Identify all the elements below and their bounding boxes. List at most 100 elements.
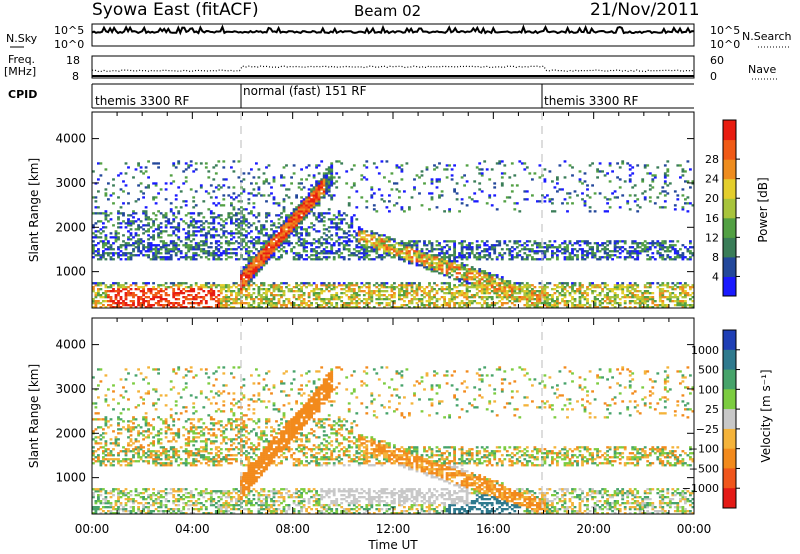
power-cell	[320, 282, 324, 285]
power-cell	[312, 212, 316, 215]
power-cell	[468, 302, 471, 305]
power-cell	[551, 246, 554, 249]
power-cell	[450, 288, 454, 291]
power-cell	[169, 210, 173, 213]
power-cell	[611, 304, 614, 307]
power-cell	[300, 242, 303, 245]
power-cell	[182, 300, 186, 303]
power-cell	[187, 286, 191, 289]
power-cell	[415, 248, 419, 251]
power-cell	[460, 240, 464, 243]
velocity-cell	[92, 512, 95, 515]
power-cell	[510, 162, 514, 165]
power-cell	[403, 292, 406, 295]
power-cell	[385, 286, 389, 289]
power-cell	[235, 220, 238, 223]
power-cell	[543, 196, 547, 199]
power-cell	[543, 252, 547, 255]
power-cell	[638, 290, 642, 293]
power-cell	[187, 164, 191, 167]
power-cell	[232, 290, 236, 293]
velocity-cell	[102, 462, 105, 465]
power-cell	[493, 182, 497, 185]
power-cell	[335, 172, 339, 175]
power-cell	[219, 214, 223, 217]
power-cell	[267, 256, 271, 259]
power-cell	[97, 178, 100, 181]
power-cell	[480, 256, 484, 259]
power-cell	[365, 160, 369, 163]
power-cell	[370, 232, 374, 235]
power-cell	[380, 284, 384, 287]
power-cell	[478, 256, 482, 259]
power-cell	[330, 298, 334, 301]
power-cell	[260, 296, 263, 299]
power-cell	[242, 286, 246, 289]
power-cell	[132, 292, 135, 295]
power-cell	[571, 298, 574, 301]
power-cell	[453, 268, 456, 271]
power-cell	[453, 278, 456, 281]
power-cell	[222, 304, 226, 307]
power-cell	[408, 300, 411, 303]
power-cell	[137, 162, 140, 165]
power-cell	[209, 288, 213, 291]
velocity-cell	[92, 446, 95, 449]
power-cell	[420, 248, 424, 251]
power-cell	[207, 290, 211, 293]
power-cell	[536, 250, 539, 253]
power-cell	[312, 186, 316, 189]
power-cell	[596, 244, 599, 247]
power-cell	[182, 228, 186, 231]
power-cell	[207, 226, 211, 229]
power-cell	[112, 248, 115, 251]
power-cell	[370, 298, 374, 301]
power-cell	[643, 286, 647, 289]
power-cell	[588, 196, 592, 199]
power-cell	[668, 240, 672, 243]
power-cell	[92, 236, 95, 239]
power-cell	[94, 212, 98, 215]
power-cell	[663, 180, 667, 183]
power-cell	[250, 276, 253, 279]
power-cell	[350, 240, 354, 243]
noise-sky-label: N.Sky	[6, 32, 38, 45]
power-cell	[152, 212, 155, 215]
power-cell	[370, 246, 374, 249]
power-cell	[122, 234, 125, 237]
power-cell	[357, 290, 361, 293]
power-cell	[112, 302, 115, 305]
power-cell	[240, 192, 243, 195]
power-cell	[671, 288, 675, 291]
power-cell	[260, 258, 263, 261]
power-cell	[666, 192, 670, 195]
power-cell	[485, 284, 489, 287]
power-cell	[97, 230, 100, 233]
power-cell	[518, 160, 522, 163]
power-cell	[214, 172, 218, 175]
power-cell	[543, 296, 547, 299]
power-cell	[433, 248, 436, 251]
power-cell	[177, 230, 181, 233]
power-cell	[393, 282, 396, 285]
power-cell	[405, 244, 409, 247]
power-cell	[525, 298, 529, 301]
power-cell	[137, 224, 140, 227]
power-cell	[420, 302, 424, 305]
power-cell	[543, 292, 547, 295]
power-cell	[608, 302, 612, 305]
velocity-cell	[102, 450, 105, 453]
power-cell	[222, 252, 226, 255]
power-cell	[177, 226, 181, 229]
power-cell	[525, 300, 529, 303]
power-cell	[212, 292, 216, 295]
power-cell	[450, 296, 454, 299]
power-cell	[548, 282, 552, 285]
power-cell	[159, 296, 163, 299]
power-cell	[603, 296, 607, 299]
power-cell	[122, 284, 125, 287]
power-cell	[315, 204, 318, 207]
power-cell	[405, 246, 409, 249]
power-cell	[204, 250, 208, 253]
power-cell	[277, 238, 281, 241]
